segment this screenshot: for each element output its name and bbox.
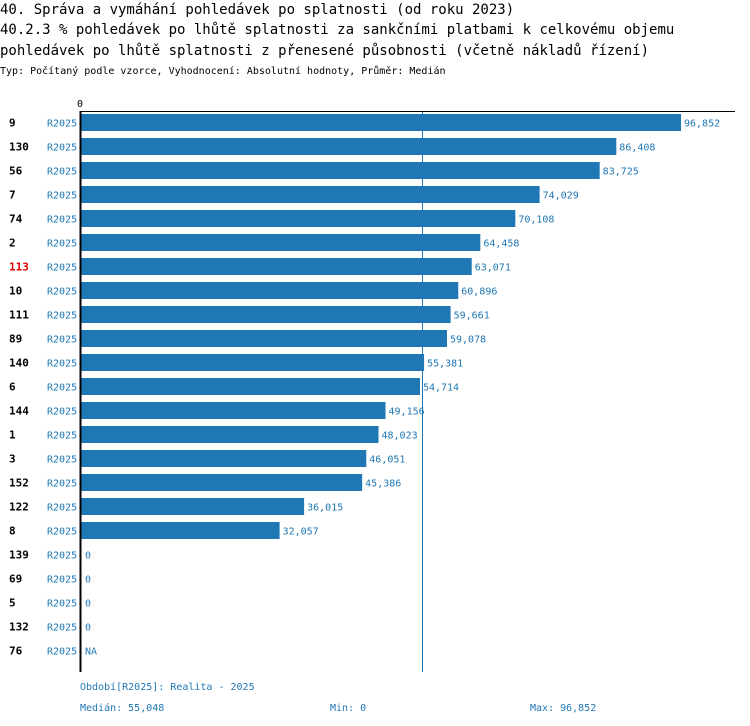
series-label: R2025 — [47, 359, 77, 370]
value-label: 0 — [85, 599, 91, 610]
value-label: 36,015 — [307, 503, 343, 514]
footer-min: Min: 0 — [330, 703, 367, 714]
category-label: 144 — [9, 405, 29, 418]
series-label: R2025 — [47, 335, 77, 346]
value-label: 54,714 — [423, 383, 459, 394]
series-label: R2025 — [47, 119, 77, 130]
series-label: R2025 — [47, 455, 77, 466]
bar — [81, 354, 425, 371]
bar — [81, 426, 379, 443]
value-label: 64,458 — [483, 239, 519, 250]
category-label: 111 — [9, 309, 29, 322]
axis-zero-label: 0 — [77, 99, 83, 110]
value-label: 0 — [85, 551, 91, 562]
category-label: 76 — [9, 645, 23, 658]
series-label: R2025 — [47, 263, 77, 274]
series-label: R2025 — [47, 311, 77, 322]
chart-subtitle: Typ: Počítaný podle vzorce, Vyhodnocení:… — [0, 66, 446, 77]
category-label: 139 — [9, 549, 29, 562]
category-label: 9 — [9, 117, 16, 130]
bar — [81, 402, 386, 419]
bar — [81, 474, 363, 491]
series-label: R2025 — [47, 599, 77, 610]
value-label: 0 — [85, 575, 91, 586]
category-label: 122 — [9, 501, 29, 514]
value-label: 48,023 — [382, 431, 418, 442]
series-label: R2025 — [47, 479, 77, 490]
category-label: 56 — [9, 165, 23, 178]
series-label: R2025 — [47, 143, 77, 154]
bar — [81, 306, 451, 323]
series-label: R2025 — [47, 647, 77, 658]
category-label: 89 — [9, 333, 22, 346]
series-label: R2025 — [47, 239, 77, 250]
bar — [81, 378, 420, 395]
value-label: 59,661 — [454, 311, 490, 322]
category-label: 10 — [9, 285, 22, 298]
series-label: R2025 — [47, 407, 77, 418]
category-label: 8 — [9, 525, 16, 538]
footer-median: Medián: 55,048 — [80, 703, 165, 714]
bar — [81, 138, 617, 155]
value-label: 45,386 — [365, 479, 401, 490]
bar — [81, 210, 516, 227]
series-label: R2025 — [47, 551, 77, 562]
value-label: 83,725 — [603, 167, 639, 178]
value-label: 74,029 — [543, 191, 579, 202]
bar — [81, 234, 481, 251]
footer-period: Období[R2025]: Realita - 2025 — [80, 682, 255, 693]
category-label: 152 — [9, 477, 29, 490]
chart-title-line-2: 40.2.3 % pohledávek po lhůtě splatnosti … — [0, 22, 675, 38]
category-label: 5 — [9, 597, 16, 610]
category-label: 7 — [9, 189, 16, 202]
category-label: 132 — [9, 621, 29, 634]
series-label: R2025 — [47, 575, 77, 586]
series-label: R2025 — [47, 287, 77, 298]
series-label: R2025 — [47, 527, 77, 538]
series-label: R2025 — [47, 623, 77, 634]
bar — [81, 498, 305, 515]
value-label: NA — [85, 647, 97, 658]
value-label: 96,852 — [684, 119, 720, 130]
category-label: 1 — [9, 429, 16, 442]
value-label: 32,057 — [283, 527, 319, 538]
bar — [81, 450, 367, 467]
value-label: 0 — [85, 623, 91, 634]
footer-max: Max: 96,852 — [530, 703, 597, 714]
series-label: R2025 — [47, 431, 77, 442]
category-label: 130 — [9, 141, 29, 154]
category-label: 69 — [9, 573, 22, 586]
category-label: 113 — [9, 261, 29, 274]
chart-title-line-1: 40. Správa a vymáhání pohledávek po spla… — [0, 2, 515, 18]
series-label: R2025 — [47, 383, 77, 394]
value-label: 86,408 — [619, 143, 655, 154]
category-label: 6 — [9, 381, 16, 394]
category-label: 140 — [9, 357, 29, 370]
value-label: 60,896 — [461, 287, 497, 298]
bar — [81, 162, 600, 179]
value-label: 59,078 — [450, 335, 486, 346]
chart-title-line-3: pohledávek po lhůtě splatnosti z přenese… — [0, 43, 650, 59]
bar — [81, 186, 540, 203]
category-label: 3 — [9, 453, 16, 466]
series-label: R2025 — [47, 191, 77, 202]
value-label: 55,381 — [427, 359, 463, 370]
series-label: R2025 — [47, 167, 77, 178]
bar — [81, 330, 447, 347]
bar — [81, 282, 459, 299]
value-label: 63,071 — [475, 263, 511, 274]
bar — [81, 522, 280, 539]
value-label: 46,051 — [369, 455, 405, 466]
category-label: 2 — [9, 237, 16, 250]
bar — [81, 258, 472, 275]
category-label: 74 — [9, 213, 23, 226]
value-label: 70,108 — [518, 215, 554, 226]
series-label: R2025 — [47, 503, 77, 514]
bar — [81, 114, 681, 131]
series-label: R2025 — [47, 215, 77, 226]
value-label: 49,156 — [389, 407, 425, 418]
